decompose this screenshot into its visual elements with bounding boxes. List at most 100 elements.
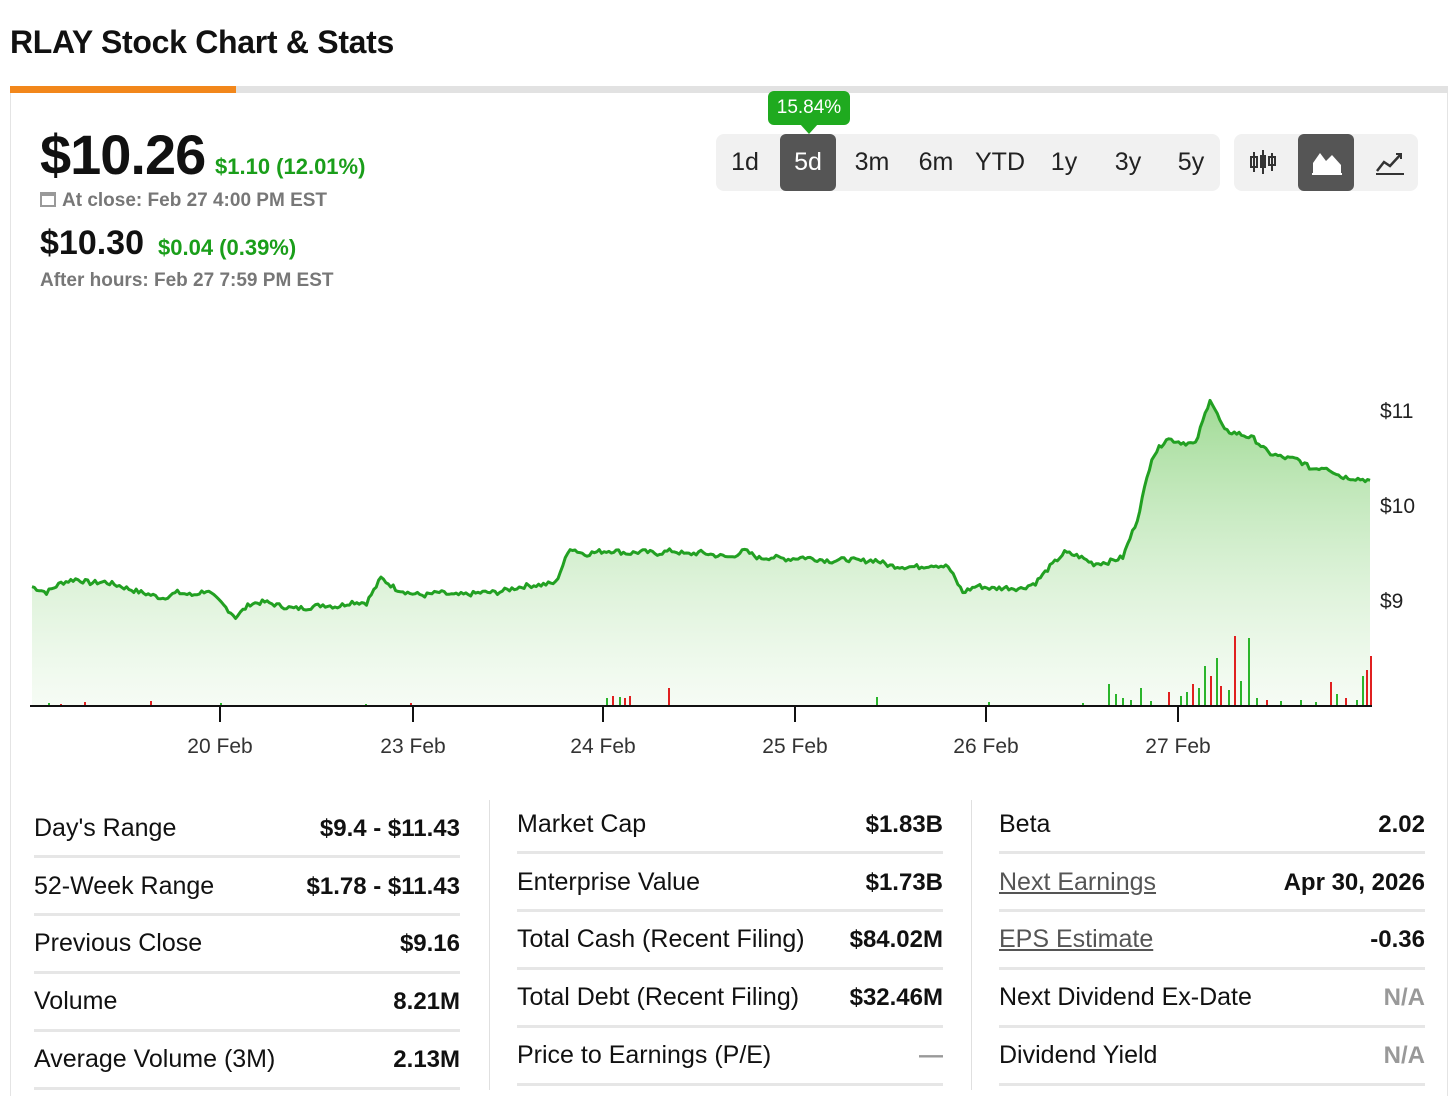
stat-label: Volume (34, 987, 118, 1015)
candlestick-chart-button[interactable] (1235, 134, 1291, 191)
volume-bar (1362, 676, 1364, 706)
price-area (31, 398, 1371, 706)
volume-bar (1168, 692, 1170, 706)
volume-bar (1330, 682, 1332, 706)
area-chart-button[interactable] (1298, 134, 1354, 191)
stat-label: Dividend Yield (999, 1041, 1158, 1069)
stat-value: N/A (1383, 984, 1425, 1011)
active-tab-indicator (10, 86, 236, 93)
volume-bar (150, 701, 152, 706)
tab-ytd[interactable]: YTD (975, 148, 1025, 176)
volume-bar (410, 703, 412, 706)
x-tick-label: 27 Feb (1145, 735, 1210, 758)
stat-row-days-range: Day's Range $9.4 - $11.43 (34, 800, 460, 858)
stat-label: Previous Close (34, 929, 203, 957)
tab-6m[interactable]: 6m (918, 148, 954, 176)
stat-value: 2.02 (1378, 811, 1425, 838)
volume-bar (1210, 676, 1212, 706)
next-earnings-link[interactable]: Next Earnings (999, 868, 1157, 896)
close-time: At close: Feb 27 4:00 PM EST (40, 190, 327, 212)
stat-label: Market Cap (517, 810, 647, 838)
volume-bar (1186, 692, 1188, 706)
tab-3y[interactable]: 3y (1114, 148, 1142, 176)
chart-card (10, 86, 1448, 1096)
volume-bar (1115, 694, 1117, 706)
volume-bar (1216, 658, 1218, 706)
stat-label: Next Dividend Ex-Date (999, 983, 1252, 1011)
tab-1d[interactable]: 1d (731, 148, 759, 176)
x-axis-ticks: 20 Feb 23 Feb 24 Feb 25 Feb 26 Feb 27 Feb (187, 706, 1211, 758)
stat-label: Beta (999, 810, 1051, 838)
stat-value: $32.46M (849, 984, 943, 1011)
price-line (31, 398, 1371, 620)
volume-bar (84, 702, 86, 706)
volume-bar (988, 702, 990, 706)
volume-bar (220, 703, 222, 706)
candlestick-icon (1250, 150, 1276, 174)
chart-type-tabs (1234, 134, 1418, 191)
stat-value: $1.78 - $11.43 (306, 873, 460, 900)
stat-row-eps-estimate: EPS Estimate -0.36 (999, 912, 1425, 970)
stat-value: -0.36 (1370, 926, 1425, 953)
y-tick-label: $11 (1380, 400, 1413, 423)
after-hours-change: $0.04 (0.39%) (158, 235, 297, 260)
stat-row-volume: Volume 8.21M (34, 974, 460, 1032)
volume-bar (1180, 696, 1182, 706)
volume-bar (1220, 686, 1222, 706)
volume-bar (619, 697, 621, 706)
stat-row-average-volume: Average Volume (3M) 2.13M (34, 1032, 460, 1090)
x-tick-label: 26 Feb (953, 735, 1018, 758)
stat-row-enterprise-value: Enterprise Value $1.73B (517, 854, 943, 912)
stat-row-total-debt: Total Debt (Recent Filing) $32.46M (517, 970, 943, 1028)
stat-value: 8.21M (393, 988, 460, 1015)
volume-bar (1248, 638, 1250, 706)
x-tick-label: 23 Feb (380, 735, 445, 758)
volume-bar (1300, 700, 1302, 706)
eps-estimate-link[interactable]: EPS Estimate (999, 925, 1154, 953)
volume-bar (1336, 694, 1338, 706)
stat-row-52-week-range: 52-Week Range $1.78 - $11.43 (34, 858, 460, 916)
stat-row-total-cash: Total Cash (Recent Filing) $84.02M (517, 912, 943, 970)
volume-bar (1356, 700, 1358, 706)
tab-5y[interactable]: 5y (1177, 148, 1205, 176)
stat-label: Total Debt (Recent Filing) (517, 983, 800, 1011)
volume-bar (1345, 698, 1347, 706)
price-change: $1.10 (12.01%) (215, 154, 366, 179)
stat-value: $1.83B (865, 811, 943, 838)
line-chart-button[interactable] (1361, 134, 1417, 191)
y-tick-label: $10 (1380, 495, 1415, 518)
stat-value: — (919, 1042, 943, 1069)
volume-bar (1266, 700, 1268, 706)
badge-pointer (800, 124, 818, 134)
volume-bar (1234, 636, 1236, 706)
y-tick-label: $9 (1380, 590, 1403, 613)
stat-row-next-dividend: Next Dividend Ex-Date N/A (999, 970, 1425, 1028)
after-hours-price: $10.30 (40, 224, 144, 262)
volume-bar (1192, 684, 1194, 706)
volume-bar (624, 698, 626, 706)
tab-5d[interactable]: 5d (780, 134, 836, 191)
range-tabs: 1d 5d 3m 6m YTD 1y 3y 5y (716, 134, 1220, 191)
volume-bar (1280, 701, 1282, 706)
volume-bar (1204, 666, 1206, 706)
stat-value: $9.4 - $11.43 (319, 815, 460, 842)
stat-value: $1.73B (865, 869, 943, 896)
stat-label: Price to Earnings (P/E) (517, 1041, 772, 1069)
tab-3m[interactable]: 3m (854, 148, 890, 176)
volume-bar (1122, 698, 1124, 706)
volume-bar (1082, 703, 1084, 706)
stat-value: 2.13M (393, 1046, 460, 1073)
x-tick-label: 25 Feb (762, 735, 827, 758)
stat-label: Day's Range (34, 814, 177, 842)
stat-label: Enterprise Value (517, 868, 700, 896)
stat-value: N/A (1383, 1042, 1425, 1069)
volume-bars (48, 636, 1372, 706)
area-chart-icon (1312, 153, 1342, 175)
stat-row-market-cap: Market Cap $1.83B (517, 796, 943, 854)
volume-bar (1256, 698, 1258, 706)
stats-divider (489, 800, 490, 1090)
price-area-fill (32, 400, 1370, 706)
volume-bar (1240, 681, 1242, 706)
volume-bar (1198, 688, 1200, 706)
tab-1y[interactable]: 1y (1050, 148, 1078, 176)
